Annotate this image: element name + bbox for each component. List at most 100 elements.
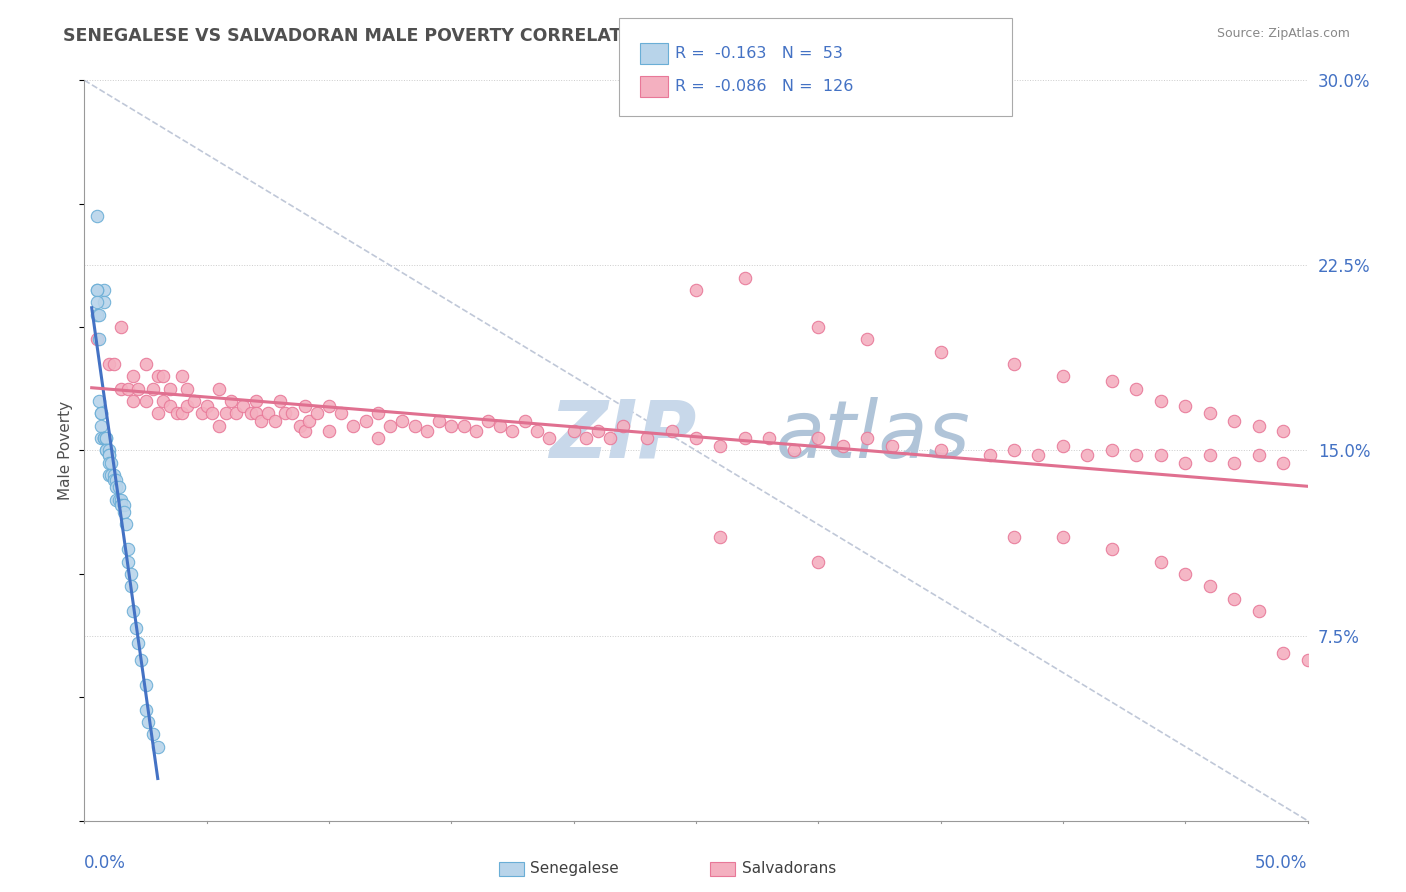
Point bbox=[709, 438, 731, 452]
Point bbox=[135, 703, 157, 717]
Point bbox=[1247, 604, 1270, 618]
Point bbox=[1272, 456, 1295, 470]
Point bbox=[274, 407, 297, 421]
Point bbox=[146, 407, 169, 421]
Point bbox=[1150, 394, 1173, 409]
Point bbox=[96, 443, 118, 458]
Point bbox=[464, 424, 486, 438]
Point bbox=[97, 443, 120, 458]
Point bbox=[122, 369, 145, 384]
Point bbox=[232, 399, 254, 413]
Point bbox=[107, 480, 129, 494]
Point bbox=[538, 431, 561, 445]
Point bbox=[257, 407, 280, 421]
Point bbox=[612, 418, 634, 433]
Point bbox=[880, 438, 903, 452]
Point bbox=[87, 332, 110, 346]
Point bbox=[1052, 369, 1074, 384]
Point bbox=[1052, 530, 1074, 544]
Point bbox=[709, 530, 731, 544]
Point bbox=[856, 332, 879, 346]
Point bbox=[245, 407, 267, 421]
Point bbox=[1247, 449, 1270, 463]
Point bbox=[176, 399, 198, 413]
Point bbox=[86, 283, 108, 297]
Point bbox=[807, 431, 830, 445]
Point bbox=[125, 621, 148, 635]
Point bbox=[103, 473, 125, 487]
Point bbox=[97, 456, 120, 470]
Point bbox=[215, 407, 238, 421]
Point bbox=[122, 604, 145, 618]
Point bbox=[100, 468, 122, 483]
Point bbox=[105, 480, 128, 494]
Point bbox=[298, 414, 321, 428]
Point bbox=[391, 414, 413, 428]
Point bbox=[1002, 530, 1025, 544]
Point bbox=[1150, 555, 1173, 569]
Point bbox=[453, 418, 475, 433]
Point bbox=[110, 382, 132, 396]
Point bbox=[195, 399, 218, 413]
Point bbox=[146, 739, 169, 754]
Text: 0.0%: 0.0% bbox=[84, 854, 127, 872]
Point bbox=[176, 382, 198, 396]
Point bbox=[152, 394, 174, 409]
Point bbox=[110, 320, 132, 334]
Point bbox=[264, 414, 287, 428]
Point bbox=[136, 714, 159, 729]
Text: R =  -0.163   N =  53: R = -0.163 N = 53 bbox=[675, 46, 842, 61]
Point bbox=[1198, 449, 1220, 463]
Point bbox=[929, 443, 952, 458]
Point bbox=[239, 407, 262, 421]
Point bbox=[1223, 456, 1246, 470]
Point bbox=[90, 407, 112, 421]
Point bbox=[1125, 382, 1147, 396]
Point bbox=[354, 414, 377, 428]
Point bbox=[1002, 443, 1025, 458]
Point bbox=[93, 431, 115, 445]
Point bbox=[166, 407, 188, 421]
Point bbox=[661, 424, 683, 438]
Point bbox=[305, 407, 328, 421]
Point bbox=[86, 308, 108, 322]
Point bbox=[96, 431, 118, 445]
Point bbox=[97, 449, 120, 463]
Point bbox=[1223, 414, 1246, 428]
Point bbox=[1076, 449, 1098, 463]
Point bbox=[142, 382, 165, 396]
Point bbox=[97, 357, 120, 371]
Point bbox=[575, 431, 598, 445]
Y-axis label: Male Poverty: Male Poverty bbox=[58, 401, 73, 500]
Point bbox=[191, 407, 214, 421]
Point bbox=[129, 653, 152, 667]
Point bbox=[440, 418, 463, 433]
Point bbox=[318, 399, 340, 413]
Point bbox=[1223, 591, 1246, 606]
Point bbox=[103, 468, 125, 483]
Point bbox=[87, 308, 110, 322]
Point bbox=[342, 418, 364, 433]
Point bbox=[685, 283, 707, 297]
Point bbox=[636, 431, 658, 445]
Point bbox=[1296, 653, 1319, 667]
Point bbox=[288, 418, 311, 433]
Point bbox=[172, 369, 194, 384]
Point bbox=[112, 498, 135, 512]
Point bbox=[586, 424, 609, 438]
Point bbox=[281, 407, 304, 421]
Point bbox=[367, 431, 389, 445]
Point bbox=[93, 431, 115, 445]
Point bbox=[105, 492, 128, 507]
Point bbox=[856, 431, 879, 445]
Point bbox=[100, 456, 122, 470]
Point bbox=[416, 424, 439, 438]
Text: R =  -0.086   N =  126: R = -0.086 N = 126 bbox=[675, 79, 853, 94]
Point bbox=[127, 382, 149, 396]
Point bbox=[183, 394, 205, 409]
Point bbox=[112, 505, 135, 519]
Point bbox=[979, 449, 1001, 463]
Point bbox=[1272, 424, 1295, 438]
Text: 50.0%: 50.0% bbox=[1256, 854, 1308, 872]
Point bbox=[404, 418, 426, 433]
